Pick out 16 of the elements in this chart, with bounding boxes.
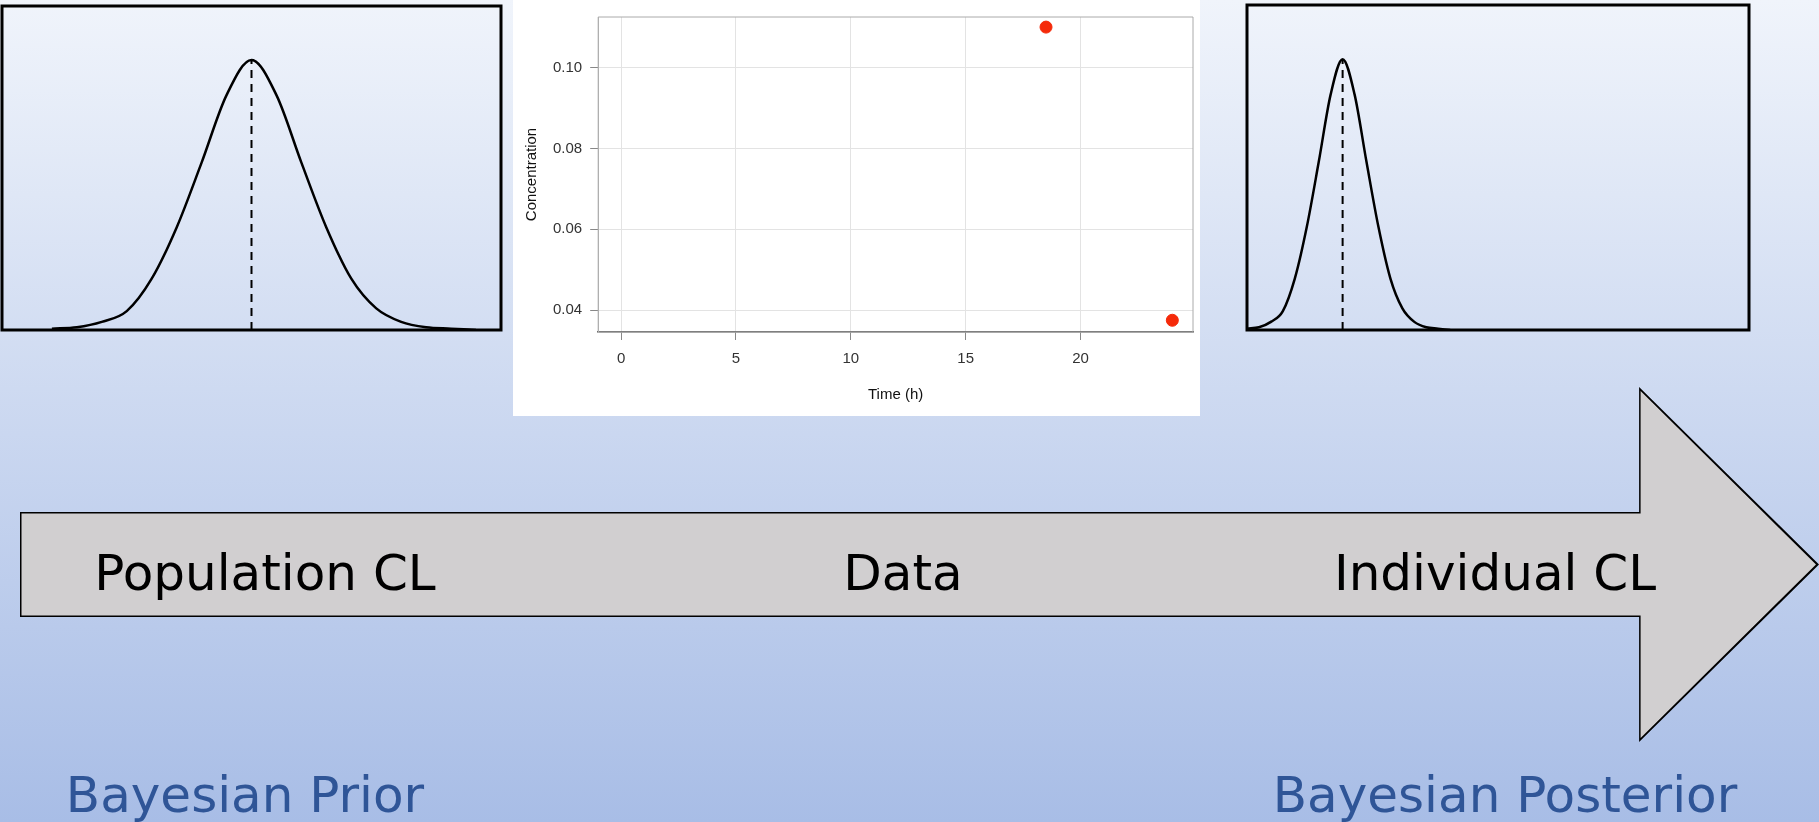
x-tick-label: 5 bbox=[731, 349, 741, 367]
y-axis-title: Concentration bbox=[522, 127, 540, 222]
x-axis-title: Time (h) bbox=[867, 385, 924, 403]
text: Individual CL bbox=[1333, 544, 1657, 602]
y-tick-label: 0.10 bbox=[552, 57, 583, 75]
text: Population CL bbox=[94, 544, 436, 602]
x-tick-label: 0 bbox=[616, 349, 626, 367]
y-tick-label: 0.04 bbox=[552, 300, 583, 318]
x-tick-label: 20 bbox=[1072, 349, 1089, 367]
text: Bayesian Posterior bbox=[1272, 766, 1738, 822]
x-tick-label: 15 bbox=[957, 349, 974, 367]
text: Data bbox=[843, 544, 963, 602]
y-tick-label: 0.08 bbox=[552, 138, 583, 156]
x-tick-label: 10 bbox=[842, 349, 860, 367]
text: Bayesian Prior bbox=[65, 766, 425, 822]
y-tick-label: 0.06 bbox=[552, 219, 583, 237]
